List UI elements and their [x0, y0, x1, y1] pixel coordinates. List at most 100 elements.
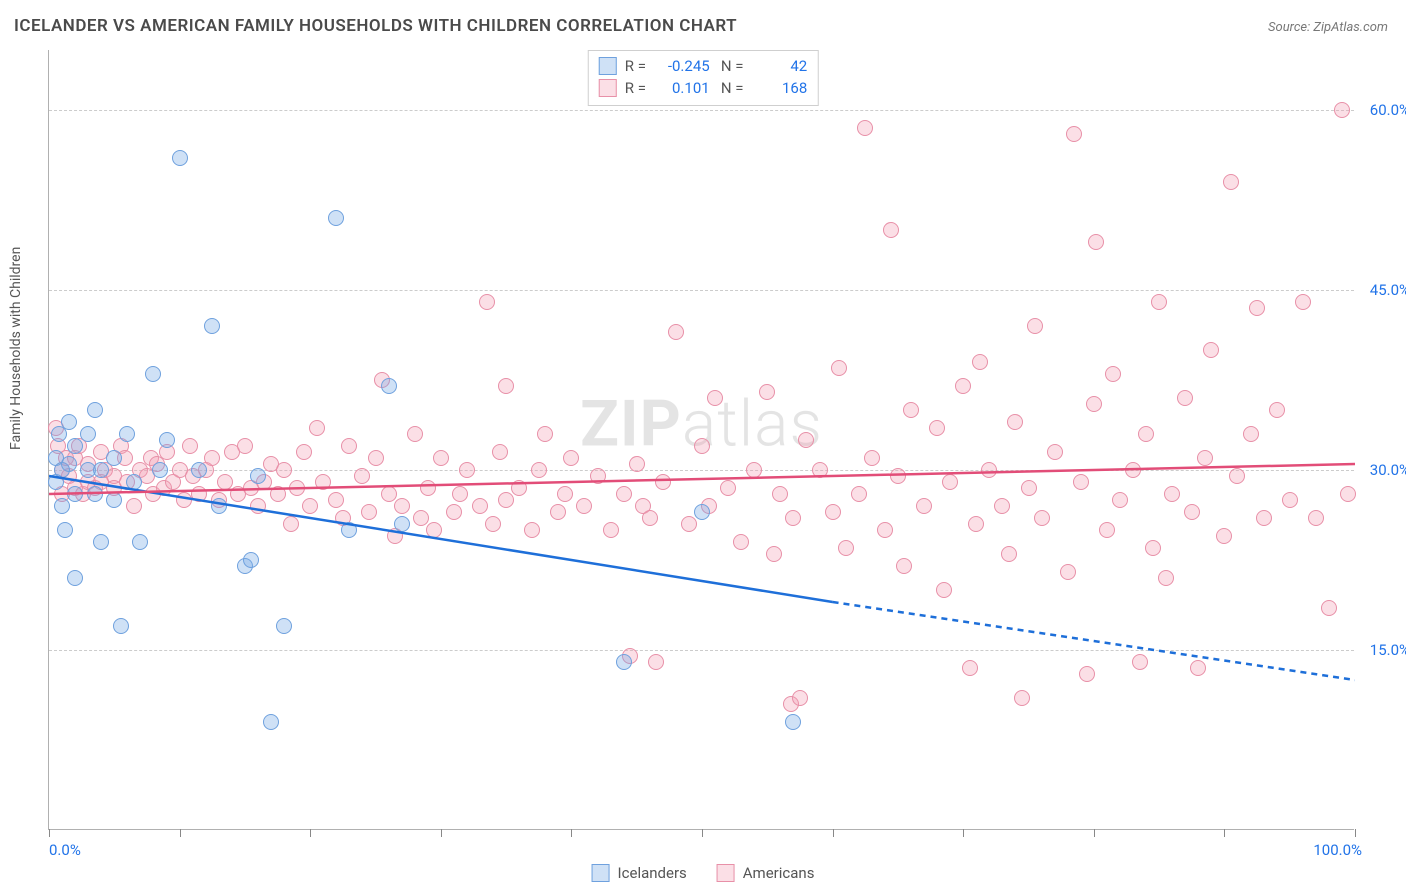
data-point-americans: [942, 474, 958, 490]
data-point-americans: [309, 420, 325, 436]
data-point-americans: [498, 378, 514, 394]
data-point-americans: [492, 444, 508, 460]
data-point-americans: [746, 462, 762, 478]
data-point-americans: [446, 504, 462, 520]
x-tick: [1224, 829, 1225, 837]
x-tick-label: 0.0%: [49, 841, 81, 859]
data-point-americans: [877, 522, 893, 538]
data-point-americans: [191, 486, 207, 502]
data-point-americans: [903, 402, 919, 418]
data-point-americans: [1282, 492, 1298, 508]
data-point-americans: [1190, 660, 1206, 676]
data-point-americans: [896, 558, 912, 574]
x-tick: [833, 829, 834, 837]
bottom-legend-item-americans: Americans: [717, 864, 815, 882]
data-point-americans: [1086, 396, 1102, 412]
x-tick: [1355, 829, 1356, 837]
data-point-americans: [361, 504, 377, 520]
data-point-icelanders: [341, 522, 357, 538]
gridline-h: [49, 650, 1354, 651]
data-point-americans: [1184, 504, 1200, 520]
data-point-americans: [798, 432, 814, 448]
data-point-icelanders: [106, 492, 122, 508]
data-point-americans: [368, 450, 384, 466]
data-point-americans: [1295, 294, 1311, 310]
data-point-icelanders: [191, 462, 207, 478]
x-tick-label: 100.0%: [1313, 841, 1362, 859]
data-point-americans: [603, 522, 619, 538]
data-point-americans: [472, 498, 488, 514]
data-point-americans: [524, 522, 540, 538]
data-point-americans: [381, 486, 397, 502]
data-point-americans: [485, 516, 501, 532]
x-tick: [180, 829, 181, 837]
data-point-icelanders: [263, 714, 279, 730]
data-point-americans: [968, 516, 984, 532]
data-point-americans: [831, 360, 847, 376]
data-point-americans: [1088, 234, 1104, 250]
data-point-americans: [962, 660, 978, 676]
data-point-americans: [563, 450, 579, 466]
data-point-icelanders: [61, 414, 77, 430]
data-point-icelanders: [172, 150, 188, 166]
data-point-americans: [550, 504, 566, 520]
data-point-icelanders: [276, 618, 292, 634]
data-point-icelanders: [57, 522, 73, 538]
data-point-americans: [479, 294, 495, 310]
data-point-icelanders: [67, 570, 83, 586]
data-point-americans: [126, 498, 142, 514]
data-point-americans: [328, 492, 344, 508]
data-point-americans: [276, 462, 292, 478]
data-point-americans: [1099, 522, 1115, 538]
data-point-americans: [1021, 480, 1037, 496]
data-point-americans: [1125, 462, 1141, 478]
data-point-americans: [694, 438, 710, 454]
data-point-americans: [1308, 510, 1324, 526]
data-point-americans: [283, 516, 299, 532]
bottom-legend-label-americans: Americans: [743, 864, 815, 882]
data-point-americans: [785, 510, 801, 526]
data-point-americans: [759, 384, 775, 400]
data-point-americans: [851, 486, 867, 502]
bottom-legend: IcelandersAmericans: [592, 864, 815, 882]
data-point-americans: [1334, 102, 1350, 118]
legend-stats-row-icelanders: R = -0.245 N = 42: [599, 55, 808, 77]
data-point-americans: [616, 486, 632, 502]
data-point-americans: [250, 498, 266, 514]
x-tick: [441, 829, 442, 837]
data-point-americans: [433, 450, 449, 466]
data-point-icelanders: [211, 498, 227, 514]
gridline-h: [49, 290, 1354, 291]
trend-line-icelanders-dashed: [833, 602, 1355, 680]
y-tick-label: 60.0%: [1370, 101, 1406, 119]
data-point-americans: [1132, 654, 1148, 670]
data-point-icelanders: [328, 210, 344, 226]
data-point-americans: [857, 120, 873, 136]
data-point-americans: [557, 486, 573, 502]
data-point-americans: [955, 378, 971, 394]
data-point-americans: [655, 474, 671, 490]
data-point-americans: [315, 474, 331, 490]
data-point-icelanders: [152, 462, 168, 478]
bottom-legend-swatch-americans: [717, 864, 735, 882]
data-point-icelanders: [204, 318, 220, 334]
data-point-americans: [1340, 486, 1356, 502]
data-point-americans: [1249, 300, 1265, 316]
source-label: Source: ZipAtlas.com: [1268, 20, 1388, 35]
data-point-americans: [296, 444, 312, 460]
data-point-americans: [994, 498, 1010, 514]
data-point-americans: [531, 462, 547, 478]
data-point-americans: [413, 510, 429, 526]
x-tick: [963, 829, 964, 837]
legend-swatch-americans: [599, 79, 617, 97]
data-point-americans: [1105, 366, 1121, 382]
data-point-icelanders: [250, 468, 266, 484]
data-point-icelanders: [145, 366, 161, 382]
data-point-icelanders: [132, 534, 148, 550]
data-point-icelanders: [54, 498, 70, 514]
data-point-americans: [681, 516, 697, 532]
x-tick: [49, 829, 50, 837]
legend-stats-text-americans: R = 0.101 N = 168: [625, 77, 808, 99]
y-tick-label: 30.0%: [1370, 461, 1406, 479]
data-point-americans: [1151, 294, 1167, 310]
